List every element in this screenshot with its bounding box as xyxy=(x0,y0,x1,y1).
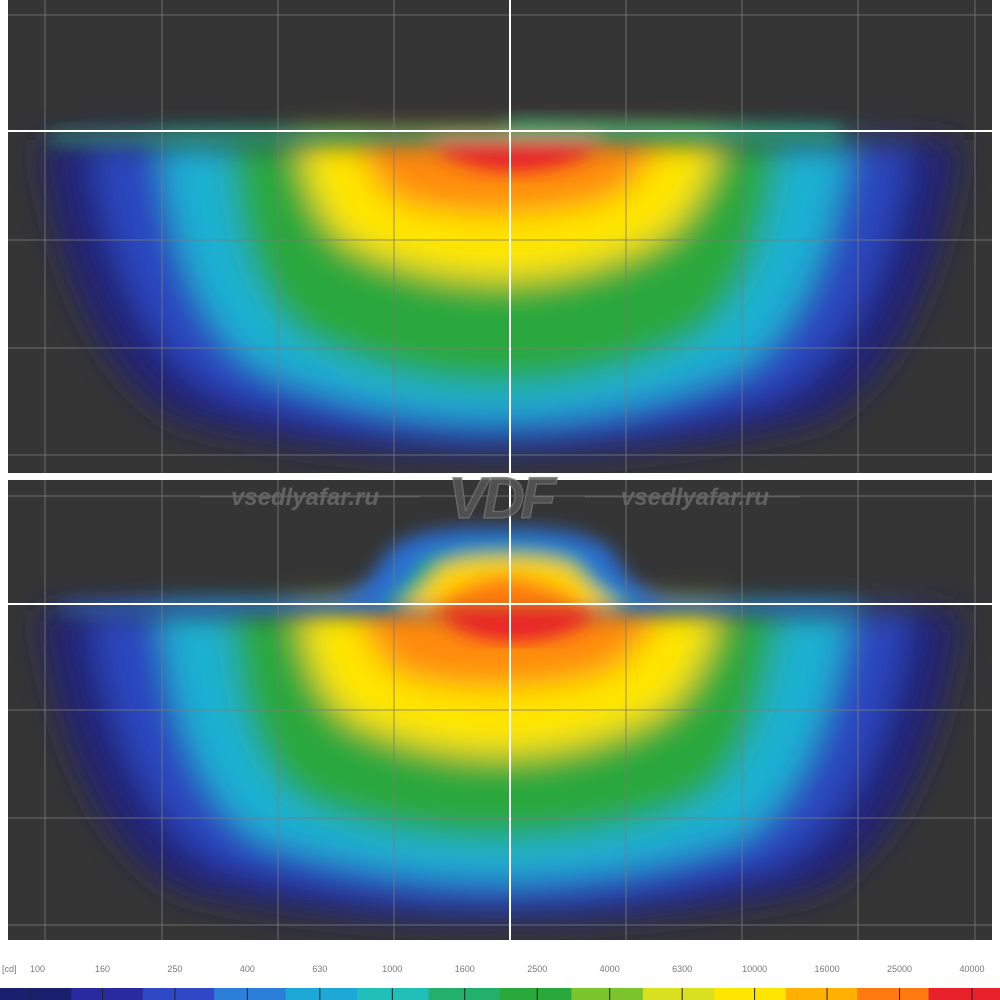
color-scale-tick-label: 10000 xyxy=(742,964,767,974)
panel-divider xyxy=(0,473,1000,480)
upper-grid xyxy=(8,0,992,473)
color-scale-segment xyxy=(857,988,930,1000)
color-scale-tick-label: 160 xyxy=(95,964,110,974)
color-scale-segment xyxy=(928,988,1000,1000)
color-scale-tick-label: 25000 xyxy=(887,964,912,974)
beam-hotspot xyxy=(430,138,600,172)
color-scale-segment xyxy=(714,988,787,1000)
color-scale-ticks: 100 160 250 400 630 1000 1600 2500 4000 6300 10000… xyxy=(30,964,985,974)
color-scale-tick-label: 2500 xyxy=(527,964,547,974)
color-scale-segment xyxy=(285,988,359,1000)
color-scale-tick-label: 40000 xyxy=(959,964,984,974)
color-scale-tick-label: 630 xyxy=(312,964,327,974)
lower-beam-panel xyxy=(8,480,992,940)
color-scale-tick-label: 16000 xyxy=(815,964,840,974)
color-scale-legend: [cd] 100 160 250 400 630 1000 1600 2500 4000 6300… xyxy=(0,964,1000,1000)
color-scale-segment xyxy=(500,988,573,1000)
lower-grid xyxy=(8,480,992,940)
color-scale-segment xyxy=(214,988,287,1000)
color-scale-tick-label: 400 xyxy=(240,964,255,974)
color-scale-bar xyxy=(0,988,1000,1000)
color-scale-segment xyxy=(785,988,859,1000)
color-scale-segment xyxy=(571,988,644,1000)
color-scale-segment xyxy=(357,988,430,1000)
color-scale-tick-label: 1600 xyxy=(455,964,475,974)
color-scale-unit: [cd] xyxy=(2,964,17,974)
color-scale-segment xyxy=(642,988,716,1000)
beam-hotspot xyxy=(440,610,595,642)
color-scale-segment xyxy=(142,988,216,1000)
upper-beam-heatmap xyxy=(40,120,960,456)
watermark: vsedlyafar.ru VDF vsedlyafar.ru xyxy=(200,465,800,532)
upper-beam-panel xyxy=(8,0,992,473)
color-scale-segment xyxy=(0,988,73,1000)
lower-beam-heatmap xyxy=(40,527,960,921)
color-scale-tick-label: 1000 xyxy=(382,964,402,974)
watermark-left-text: vsedlyafar.ru xyxy=(231,484,379,511)
color-scale-tick-label: 4000 xyxy=(600,964,620,974)
color-scale-segment xyxy=(71,988,144,1000)
watermark-right-text: vsedlyafar.ru xyxy=(621,484,769,511)
color-scale-tick-label: 250 xyxy=(167,964,182,974)
color-scale-tick-label: 100 xyxy=(30,964,45,974)
color-scale-tick-label: 6300 xyxy=(672,964,692,974)
watermark-logo: VDF xyxy=(448,466,558,531)
